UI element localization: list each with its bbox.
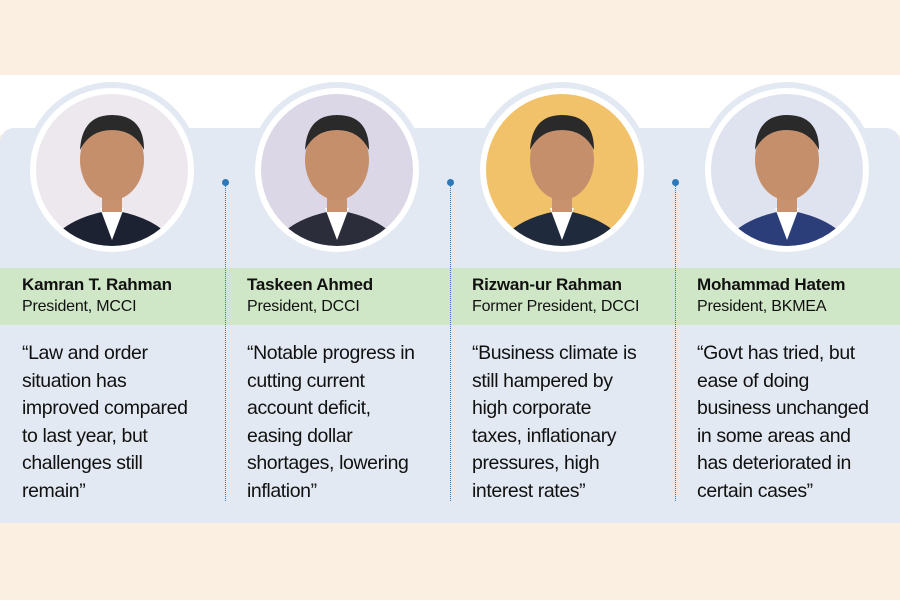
portrait [474, 82, 650, 258]
portrait [249, 82, 425, 258]
quote-line: improved compared [22, 397, 188, 419]
quote-line: certain cases” [697, 479, 813, 502]
quote-line: in some areas and [697, 424, 851, 447]
person-name: Rizwan-ur Rahman [472, 275, 622, 294]
quote-line: challenges still [22, 452, 143, 474]
divider-dot [447, 179, 454, 186]
quote-line: interest rates” [472, 479, 586, 502]
quote-line: situation has [22, 369, 127, 392]
quote-line: “Law and order [22, 342, 148, 364]
person-title: President, BKMEA [697, 298, 827, 315]
person-title: President, DCCI [247, 298, 360, 315]
quote-line: remain” [22, 479, 86, 502]
portrait [699, 82, 875, 258]
divider [225, 183, 226, 501]
quote-line: business unchanged [697, 397, 869, 419]
person-title: Former President, DCCI [472, 298, 640, 315]
quote-line: has deteriorated in [697, 452, 851, 474]
quote-line: inflation” [247, 479, 317, 502]
divider [675, 183, 676, 501]
person-name: Taskeen Ahmed [247, 275, 373, 294]
person-title: President, MCCI [22, 298, 137, 315]
person-name: Mohammad Hatem [697, 275, 846, 294]
quote-line: ease of doing [697, 369, 809, 392]
quote-line: to last year, but [22, 424, 148, 447]
quote-line: “Notable progress in [247, 342, 415, 364]
quote-line: “Business climate is [472, 342, 637, 364]
quote-line: pressures, high [472, 452, 600, 474]
divider-dot [222, 179, 229, 186]
quote-line: cutting current [247, 369, 365, 392]
quote-line: still hampered by [472, 369, 613, 392]
quote-line: taxes, inflationary [472, 424, 617, 447]
quote-line: account deficit, [247, 397, 371, 419]
divider-dot [672, 179, 679, 186]
person-name: Kamran T. Rahman [22, 275, 172, 294]
quote-line: shortages, lowering [247, 452, 409, 474]
quote-line: easing dollar [247, 424, 353, 447]
divider [450, 183, 451, 501]
quote-line: “Govt has tried, but [697, 342, 855, 364]
quote-line: high corporate [472, 397, 592, 419]
portrait [24, 82, 200, 258]
